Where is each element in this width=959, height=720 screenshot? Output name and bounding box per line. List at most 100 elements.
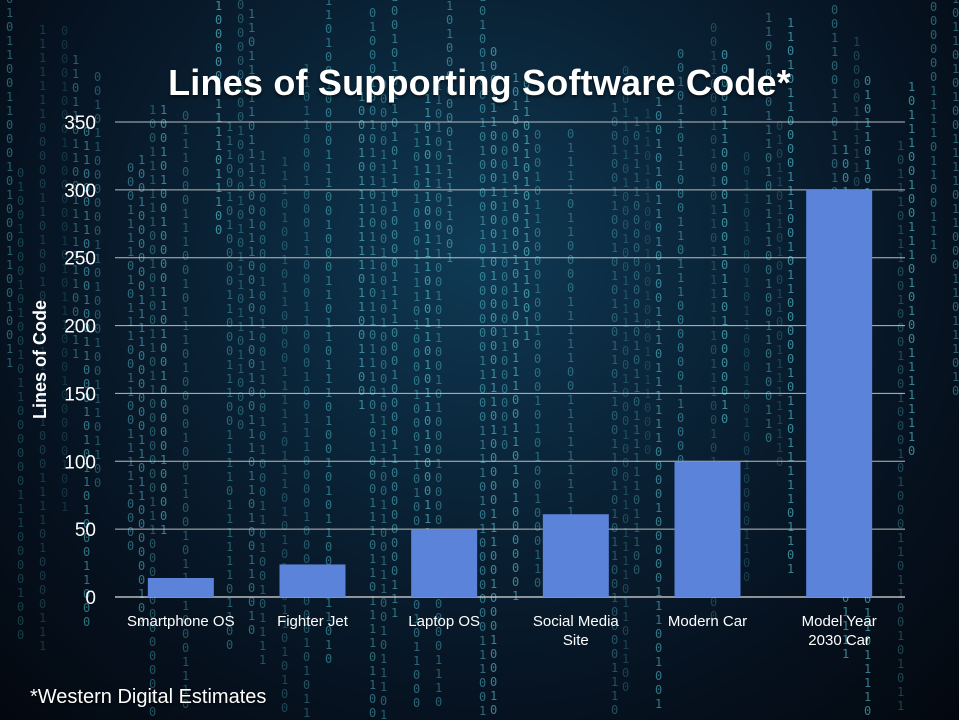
- svg-text:0: 0: [446, 55, 453, 69]
- svg-text:0: 0: [512, 407, 519, 421]
- svg-text:0: 0: [182, 445, 189, 459]
- svg-text:0: 0: [369, 426, 376, 440]
- svg-text:1: 1: [149, 201, 156, 215]
- svg-text:0: 0: [479, 550, 486, 564]
- svg-text:0: 0: [446, 69, 453, 83]
- svg-text:1: 1: [523, 147, 530, 161]
- svg-text:0: 0: [248, 581, 255, 595]
- svg-text:1: 1: [677, 397, 684, 411]
- svg-text:1: 1: [831, 45, 838, 59]
- svg-text:1: 1: [391, 606, 398, 620]
- svg-text:1: 1: [567, 435, 574, 449]
- svg-text:1: 1: [710, 357, 717, 371]
- svg-text:1: 1: [61, 374, 68, 388]
- svg-text:0: 0: [94, 224, 101, 238]
- svg-text:1: 1: [655, 613, 662, 627]
- svg-text:0: 0: [127, 259, 134, 273]
- svg-text:1: 1: [160, 103, 167, 117]
- svg-text:1: 1: [864, 620, 871, 634]
- svg-text:0: 0: [61, 248, 68, 262]
- svg-text:1: 1: [710, 301, 717, 315]
- svg-text:1: 1: [952, 370, 959, 384]
- svg-text:0: 0: [633, 563, 640, 577]
- svg-text:1: 1: [325, 372, 332, 386]
- svg-text:1: 1: [534, 170, 541, 184]
- svg-text:0: 0: [677, 187, 684, 201]
- svg-text:1: 1: [325, 176, 332, 190]
- svg-text:0: 0: [138, 573, 145, 587]
- svg-text:1: 1: [380, 666, 387, 680]
- svg-text:1: 1: [17, 586, 24, 600]
- svg-text:1: 1: [391, 158, 398, 172]
- svg-text:1: 1: [710, 259, 717, 273]
- svg-text:1: 1: [248, 217, 255, 231]
- svg-text:1: 1: [930, 98, 937, 112]
- svg-text:1: 1: [325, 288, 332, 302]
- svg-text:0: 0: [6, 230, 13, 244]
- svg-text:0: 0: [897, 321, 904, 335]
- svg-text:0: 0: [391, 228, 398, 242]
- svg-text:1: 1: [83, 405, 90, 419]
- svg-text:0: 0: [149, 607, 156, 621]
- svg-text:0: 0: [435, 135, 442, 149]
- svg-text:0: 0: [369, 188, 376, 202]
- svg-text:1: 1: [435, 121, 442, 135]
- svg-text:1: 1: [138, 321, 145, 335]
- svg-text:1: 1: [160, 215, 167, 229]
- svg-text:0: 0: [226, 638, 233, 652]
- svg-text:0: 0: [534, 156, 541, 170]
- svg-text:1: 1: [677, 257, 684, 271]
- svg-text:1: 1: [369, 146, 376, 160]
- svg-text:1: 1: [655, 361, 662, 375]
- svg-text:0: 0: [633, 227, 640, 241]
- svg-text:0: 0: [952, 300, 959, 314]
- svg-text:0: 0: [435, 513, 442, 527]
- svg-text:0: 0: [743, 472, 750, 486]
- svg-text:1: 1: [6, 48, 13, 62]
- svg-text:0: 0: [160, 355, 167, 369]
- svg-text:1: 1: [259, 611, 266, 625]
- svg-text:0: 0: [677, 327, 684, 341]
- svg-text:0: 0: [94, 476, 101, 490]
- svg-text:1: 1: [710, 427, 717, 441]
- svg-text:0: 0: [534, 408, 541, 422]
- svg-text:0: 0: [787, 226, 794, 240]
- svg-text:1: 1: [369, 440, 376, 454]
- svg-text:0: 0: [534, 226, 541, 240]
- svg-text:1: 1: [39, 23, 46, 37]
- svg-text:1: 1: [710, 49, 717, 63]
- svg-text:0: 0: [435, 471, 442, 485]
- svg-text:1: 1: [413, 136, 420, 150]
- svg-text:1: 1: [391, 438, 398, 452]
- svg-text:0: 0: [611, 465, 618, 479]
- svg-text:0: 0: [127, 357, 134, 371]
- svg-text:1: 1: [776, 399, 783, 413]
- svg-text:0: 0: [864, 172, 871, 186]
- svg-text:1: 1: [138, 293, 145, 307]
- svg-text:0: 0: [83, 181, 90, 195]
- svg-text:0: 0: [765, 179, 772, 193]
- svg-text:1: 1: [930, 84, 937, 98]
- svg-text:0: 0: [281, 701, 288, 715]
- svg-text:0: 0: [413, 682, 420, 696]
- svg-text:0: 0: [501, 354, 508, 368]
- svg-text:0: 0: [710, 35, 717, 49]
- svg-text:0: 0: [380, 330, 387, 344]
- svg-text:0: 0: [721, 146, 728, 160]
- svg-text:1: 1: [358, 230, 365, 244]
- svg-text:1: 1: [149, 285, 156, 299]
- svg-text:1: 1: [281, 281, 288, 295]
- svg-text:1: 1: [567, 477, 574, 491]
- svg-text:0: 0: [391, 186, 398, 200]
- svg-text:0: 0: [83, 545, 90, 559]
- svg-text:1: 1: [567, 463, 574, 477]
- svg-text:0: 0: [743, 346, 750, 360]
- svg-text:0: 0: [567, 267, 574, 281]
- svg-text:1: 1: [776, 161, 783, 175]
- svg-text:1: 1: [831, 143, 838, 157]
- svg-text:1: 1: [644, 163, 651, 177]
- svg-text:1: 1: [83, 223, 90, 237]
- svg-text:1: 1: [6, 342, 13, 356]
- svg-text:0: 0: [743, 248, 750, 262]
